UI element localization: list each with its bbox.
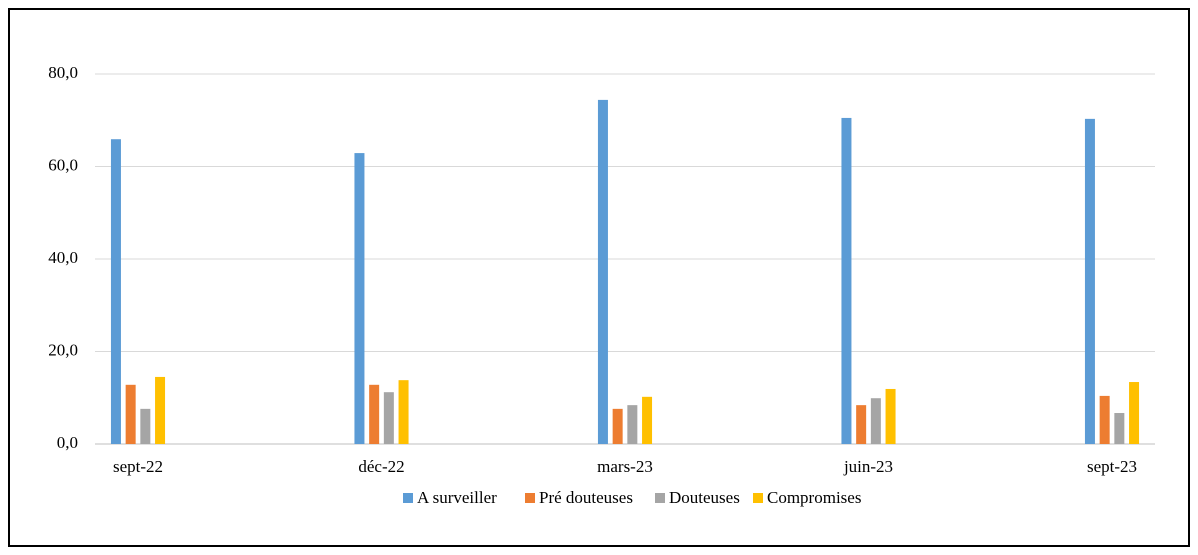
y-tick-label: 20,0 (48, 340, 78, 359)
bar (870, 398, 881, 444)
bar (642, 396, 653, 444)
bar (612, 408, 623, 444)
bar (1084, 118, 1095, 445)
bar (383, 392, 394, 444)
bar (841, 117, 852, 444)
bar (597, 99, 608, 445)
bar (398, 380, 409, 444)
legend-label: Pré douteuses (539, 488, 633, 507)
legend-label: Compromises (767, 488, 861, 507)
legend-label: A surveiller (417, 488, 497, 507)
bar (856, 405, 867, 444)
x-tick-label: juin-23 (843, 457, 893, 476)
bar (125, 384, 136, 444)
bar (1099, 395, 1110, 444)
x-tick-label: mars-23 (597, 457, 653, 476)
legend-swatch (403, 493, 413, 503)
x-tick-label: sept-22 (113, 457, 163, 476)
legend-swatch (753, 493, 763, 503)
x-tick-label: sept-23 (1087, 457, 1137, 476)
bar (1129, 382, 1140, 444)
bar (627, 405, 638, 444)
y-tick-label: 0,0 (57, 433, 78, 452)
bar (1114, 413, 1125, 444)
y-tick-label: 40,0 (48, 248, 78, 267)
bar (354, 153, 365, 444)
x-tick-label: déc-22 (358, 457, 404, 476)
y-tick-label: 60,0 (48, 155, 78, 174)
y-tick-label: 80,0 (48, 63, 78, 82)
bar (369, 384, 380, 444)
legend-swatch (525, 493, 535, 503)
bar (885, 388, 896, 444)
bar (110, 139, 121, 444)
bar (140, 408, 151, 444)
legend-label: Douteuses (669, 488, 740, 507)
bar (155, 376, 166, 444)
legend-swatch (655, 493, 665, 503)
